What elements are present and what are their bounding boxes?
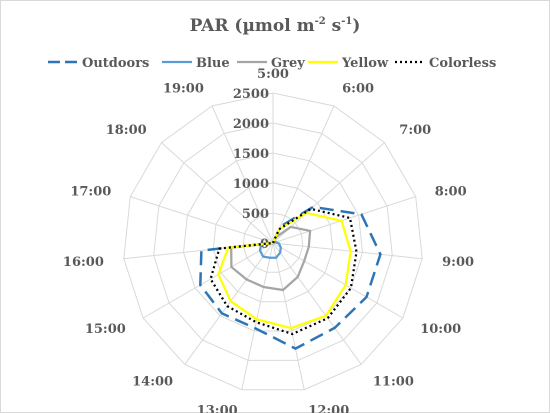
legend-label-colorless: Colorless [429,56,496,71]
grid-spoke [272,105,335,244]
grid-spoke [272,242,423,260]
radial-tick-label: 2000 [233,117,269,132]
category-label: 10:00 [420,322,461,337]
category-label: 8:00 [435,185,467,200]
series-lines [199,205,382,351]
radial-tick-label: 500 [242,207,269,222]
series-grey-line [230,225,312,292]
chart-title: PAR (µmol m-2 s-1) [190,16,361,36]
category-label: 17:00 [70,185,111,200]
category-label: 16:00 [63,255,104,270]
grid-ring [182,152,364,332]
category-label: 18:00 [106,123,147,138]
category-label: 19:00 [163,82,204,97]
category-label: 5:00 [257,67,289,82]
legend-label-outdoors: Outdoors [82,56,149,71]
grid-spoke [161,142,274,244]
category-label: 11:00 [373,375,414,390]
grid-spoke [272,196,416,244]
category-label: 7:00 [399,123,431,138]
grid-spoke [130,196,274,244]
grid-spoke [211,105,274,244]
radial-tick-label: 2500 [233,87,269,102]
grid-ring [123,92,423,391]
grid-ring [212,182,334,303]
radial-tick-label: 1000 [233,177,269,192]
category-label: 6:00 [342,82,374,97]
legend-label-blue: Blue [196,56,230,71]
grid-spoke [272,242,404,319]
category-labels: 5:00 6:00 7:00 8:00 9:00 10:00 11:00 12:00 13:00… [63,67,474,413]
category-label: 14:00 [132,375,173,390]
radar-grid [123,92,423,391]
legend-label-grey: Grey [271,56,305,71]
series-outdoors-line [199,205,382,351]
category-label: 12:00 [308,403,349,413]
grid-spoke [241,242,274,390]
legend-label-yellow: Yellow [341,56,389,71]
category-label: 9:00 [442,255,474,270]
category-label: 15:00 [85,322,126,337]
legend: Outdoors Blue Grey Yellow Colorless [48,56,496,71]
grid-spoke [184,242,274,365]
grid-spoke [272,242,362,365]
category-label: 13:00 [197,403,238,413]
grid-ring [153,122,393,361]
grid-spoke [272,242,305,390]
radial-tick-label: 1500 [233,147,269,162]
grid-spoke [142,242,274,319]
